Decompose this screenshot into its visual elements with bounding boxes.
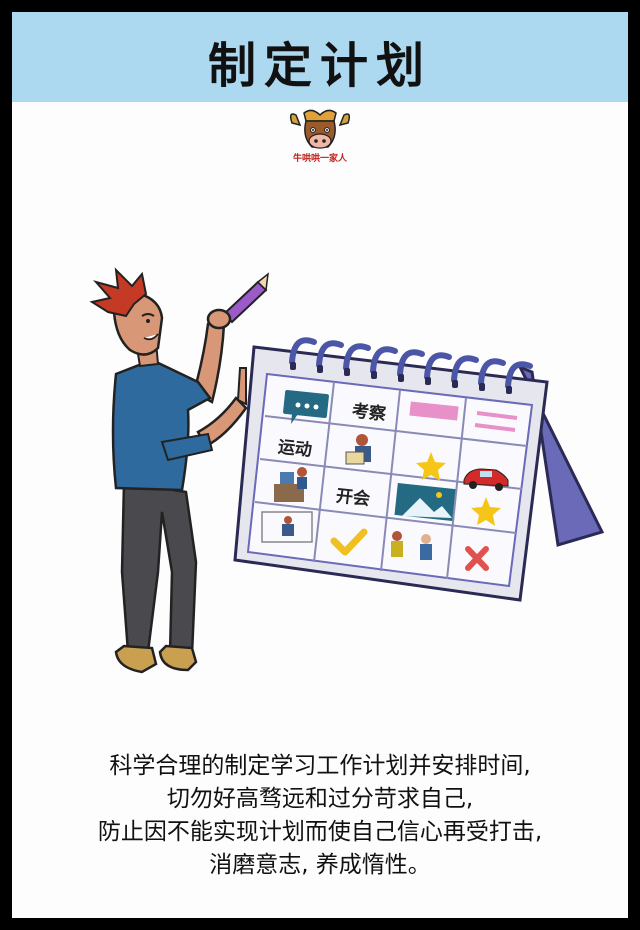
- chat-bubble-icon: [283, 389, 329, 424]
- caption-line: 切勿好高骛远和过分苛求自己,: [166, 786, 474, 812]
- page-title: 制定计划: [207, 38, 432, 94]
- desk-worker-icon: [274, 467, 307, 502]
- desk-calendar: 考察 运动: [233, 337, 605, 602]
- caption-line: 防止因不能实现计划而使自己信心再受打击,: [97, 819, 543, 845]
- pink-bar-icon: [409, 401, 459, 421]
- reader-person-icon: [345, 434, 371, 465]
- caption-text: 科学合理的制定学习工作计划并安排时间, 切勿好高骛远和过分苛求自己, 防止因不能…: [12, 750, 628, 882]
- man-character: [89, 267, 269, 674]
- star-icon: [416, 452, 446, 481]
- cross-mark-icon: [465, 546, 489, 571]
- calendar-ring-holes: [290, 362, 512, 394]
- red-car-icon: [463, 468, 509, 491]
- bull-mascot-icon: [289, 109, 351, 149]
- cell-label-exercise: 运动: [277, 437, 313, 460]
- brand-logo-text: 牛哄哄一家人: [292, 154, 347, 164]
- goalkeeper-icon: [261, 511, 313, 543]
- caption-line: 科学合理的制定学习工作计划并安排时间,: [109, 753, 531, 779]
- caption-line: 消磨意志, 养成惰性。: [209, 852, 431, 878]
- landscape-image-icon: [394, 483, 456, 521]
- handshake-icon: [391, 531, 432, 560]
- check-mark-icon: [330, 528, 368, 556]
- cell-label-inspect: 考察: [350, 400, 388, 425]
- list-lines-icon: [474, 411, 518, 432]
- pencil-icon: [222, 272, 269, 324]
- title-banner: 制定计划: [12, 12, 628, 102]
- cell-label-meeting: 开会: [335, 485, 371, 509]
- star-icon: [471, 497, 501, 526]
- illustration: 考察 运动: [89, 267, 605, 674]
- brand-logo: 牛哄哄一家人: [282, 107, 358, 167]
- calendar-rings: [289, 337, 533, 389]
- poster: 制定计划 牛哄哄一家人: [12, 12, 628, 918]
